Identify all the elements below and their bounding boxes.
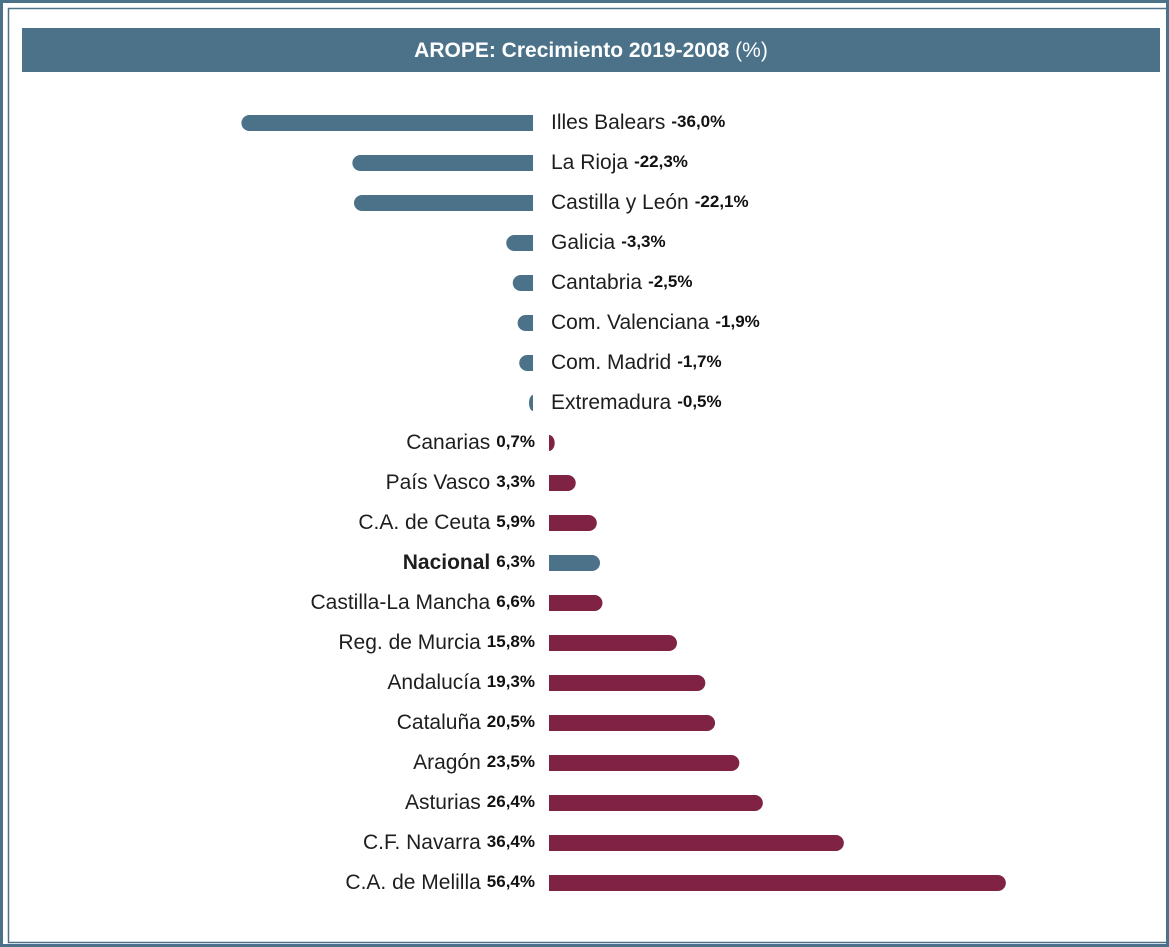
value-label: 19,3% (487, 672, 535, 691)
bar-label: Castilla y León -22,1% (551, 191, 749, 214)
category-label: Cantabria (551, 271, 642, 294)
bar-label: Canarias 0,7% (406, 431, 535, 454)
category-label: C.A. de Melilla (345, 871, 481, 894)
bar (528, 395, 533, 411)
value-label: -3,3% (621, 232, 665, 251)
value-label: 15,8% (487, 632, 535, 651)
category-label: Nacional (403, 551, 491, 574)
category-label: Galicia (551, 231, 616, 254)
bar-label: Com. Madrid -1,7% (551, 351, 722, 374)
category-label: Canarias (406, 431, 490, 454)
value-label: -0,5% (677, 392, 721, 411)
chart-title: AROPE: Crecimiento 2019-2008 (414, 39, 729, 62)
category-label: Illes Balears (551, 111, 665, 134)
bar (549, 755, 740, 771)
value-label: 26,4% (487, 792, 535, 811)
bar (549, 795, 763, 811)
bar (352, 155, 533, 171)
bar (549, 635, 677, 651)
bar-label: Cantabria -2,5% (551, 271, 692, 294)
bar (512, 275, 533, 291)
value-label: -22,3% (634, 152, 688, 171)
category-label: C.A. de Ceuta (358, 511, 490, 534)
value-label: 36,4% (487, 832, 535, 851)
chart-title-group: AROPE: Crecimiento 2019-2008 (%) (414, 39, 768, 62)
bar-label: País Vasco 3,3% (386, 471, 535, 494)
value-label: 0,7% (496, 432, 535, 451)
title-bar (22, 28, 1160, 72)
bar (519, 355, 533, 371)
bar-label: C.A. de Melilla 56,4% (345, 871, 535, 894)
bar (549, 835, 844, 851)
bar-label: C.F. Navarra 36,4% (363, 831, 535, 854)
bar (549, 475, 576, 491)
value-label: -1,9% (715, 312, 759, 331)
value-label: 20,5% (487, 712, 535, 731)
category-label: Com. Madrid (551, 351, 671, 374)
bar (549, 555, 601, 571)
category-label: Andalucía (387, 671, 481, 694)
bar (549, 595, 603, 611)
category-label: Aragón (413, 751, 481, 774)
category-label: Asturias (405, 791, 481, 814)
category-label: Castilla-La Mancha (310, 591, 490, 614)
category-label: Extremadura (551, 391, 672, 414)
value-label: -2,5% (648, 272, 692, 291)
category-label: C.F. Navarra (363, 831, 481, 854)
bar-label: Com. Valenciana -1,9% (551, 311, 760, 334)
bar (517, 315, 533, 331)
value-label: 6,6% (496, 592, 535, 611)
value-label: 23,5% (487, 752, 535, 771)
bar (549, 715, 716, 731)
category-label: País Vasco (386, 471, 491, 494)
bar-label: Nacional 6,3% (403, 551, 535, 574)
bar (549, 875, 1006, 891)
value-label: 6,3% (496, 552, 535, 571)
bar-label: Andalucía 19,3% (387, 671, 535, 694)
value-label: -22,1% (695, 192, 749, 211)
value-label: 5,9% (496, 512, 535, 531)
bar-label: Asturias 26,4% (405, 791, 535, 814)
value-label: 3,3% (496, 472, 535, 491)
category-label: Com. Valenciana (551, 311, 710, 334)
bar (506, 235, 533, 251)
bar-label: Aragón 23,5% (413, 751, 535, 774)
category-label: Reg. de Murcia (338, 631, 481, 654)
value-label: -36,0% (671, 112, 725, 131)
bar-label: La Rioja -22,3% (551, 151, 688, 174)
category-label: La Rioja (551, 151, 628, 174)
bar (241, 115, 533, 131)
category-label: Castilla y León (551, 191, 689, 214)
bar-label: Castilla-La Mancha 6,6% (310, 591, 535, 614)
bar (549, 435, 555, 451)
bar-label: Extremadura -0,5% (551, 391, 722, 414)
value-label: -1,7% (677, 352, 721, 371)
category-label: Cataluña (397, 711, 481, 734)
bar (549, 675, 706, 691)
chart-title-unit: (%) (735, 39, 768, 62)
bar-label: Reg. de Murcia 15,8% (338, 631, 535, 654)
bar (353, 195, 533, 211)
bar (549, 515, 597, 531)
value-label: 56,4% (487, 872, 535, 891)
bar-label: Galicia -3,3% (551, 231, 666, 254)
bar-label: Illes Balears -36,0% (551, 111, 725, 134)
bar-label: C.A. de Ceuta 5,9% (358, 511, 535, 534)
bar-label: Cataluña 20,5% (397, 711, 535, 734)
